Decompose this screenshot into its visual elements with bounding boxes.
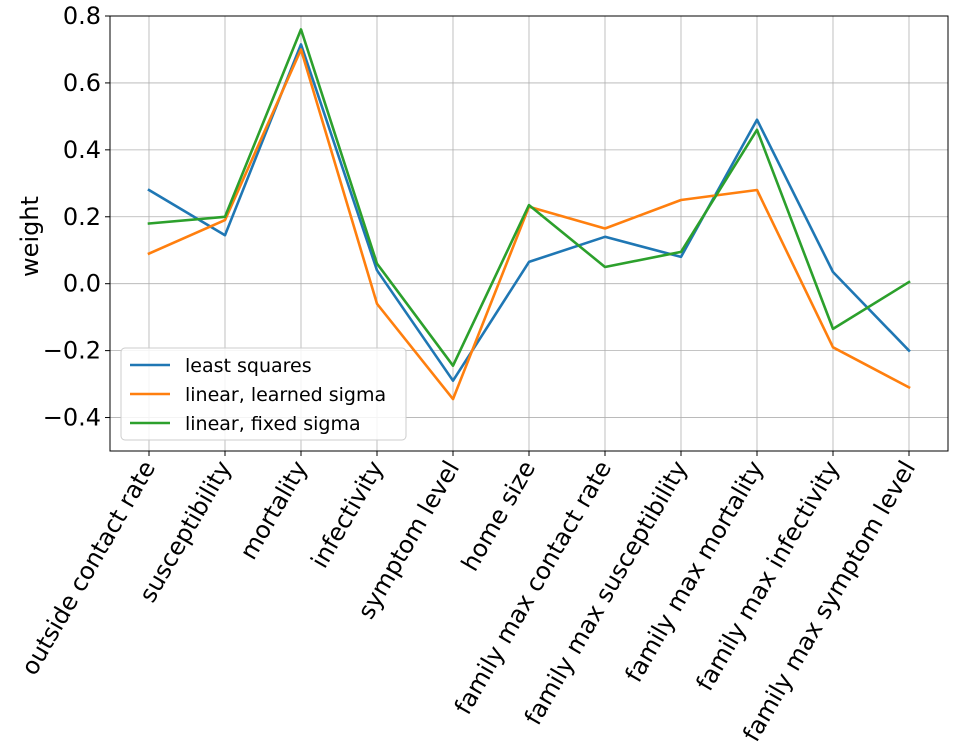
series-line-2: [147, 28, 911, 368]
series-lines: [147, 28, 911, 401]
x-axis-ticks: outside contact ratesusceptibilitymortal…: [16, 451, 921, 746]
y-axis-ticks: 0.8 0.6 0.4 0.2 0.0 −0.2 −0.4: [43, 2, 110, 432]
x-tick-label: mortality: [234, 456, 313, 564]
legend-label: linear, fixed sigma: [185, 413, 361, 435]
y-tick-label: 0.6: [63, 69, 101, 97]
x-tick-label: home size: [456, 456, 541, 576]
y-tick-label: 0.8: [63, 2, 101, 30]
legend-label: least squares: [185, 355, 312, 377]
x-tick-label: outside contact rate: [16, 456, 161, 680]
y-axis-label: weight: [16, 196, 44, 277]
y-tick-label: 0.4: [63, 136, 101, 164]
y-tick-label: 0.0: [63, 270, 101, 298]
legend-box: [120, 347, 407, 441]
y-tick-label: −0.4: [43, 404, 101, 432]
x-tick-label: family max infectivity: [691, 456, 845, 696]
legend: least squares linear, learned sigma linear…: [120, 347, 407, 441]
y-tick-label: −0.2: [43, 337, 101, 365]
y-tick-label: 0.2: [63, 203, 101, 231]
legend-label: linear, learned sigma: [185, 384, 386, 406]
x-tick-label: infectivity: [305, 456, 389, 573]
x-tick-label: family max mortality: [620, 456, 770, 687]
